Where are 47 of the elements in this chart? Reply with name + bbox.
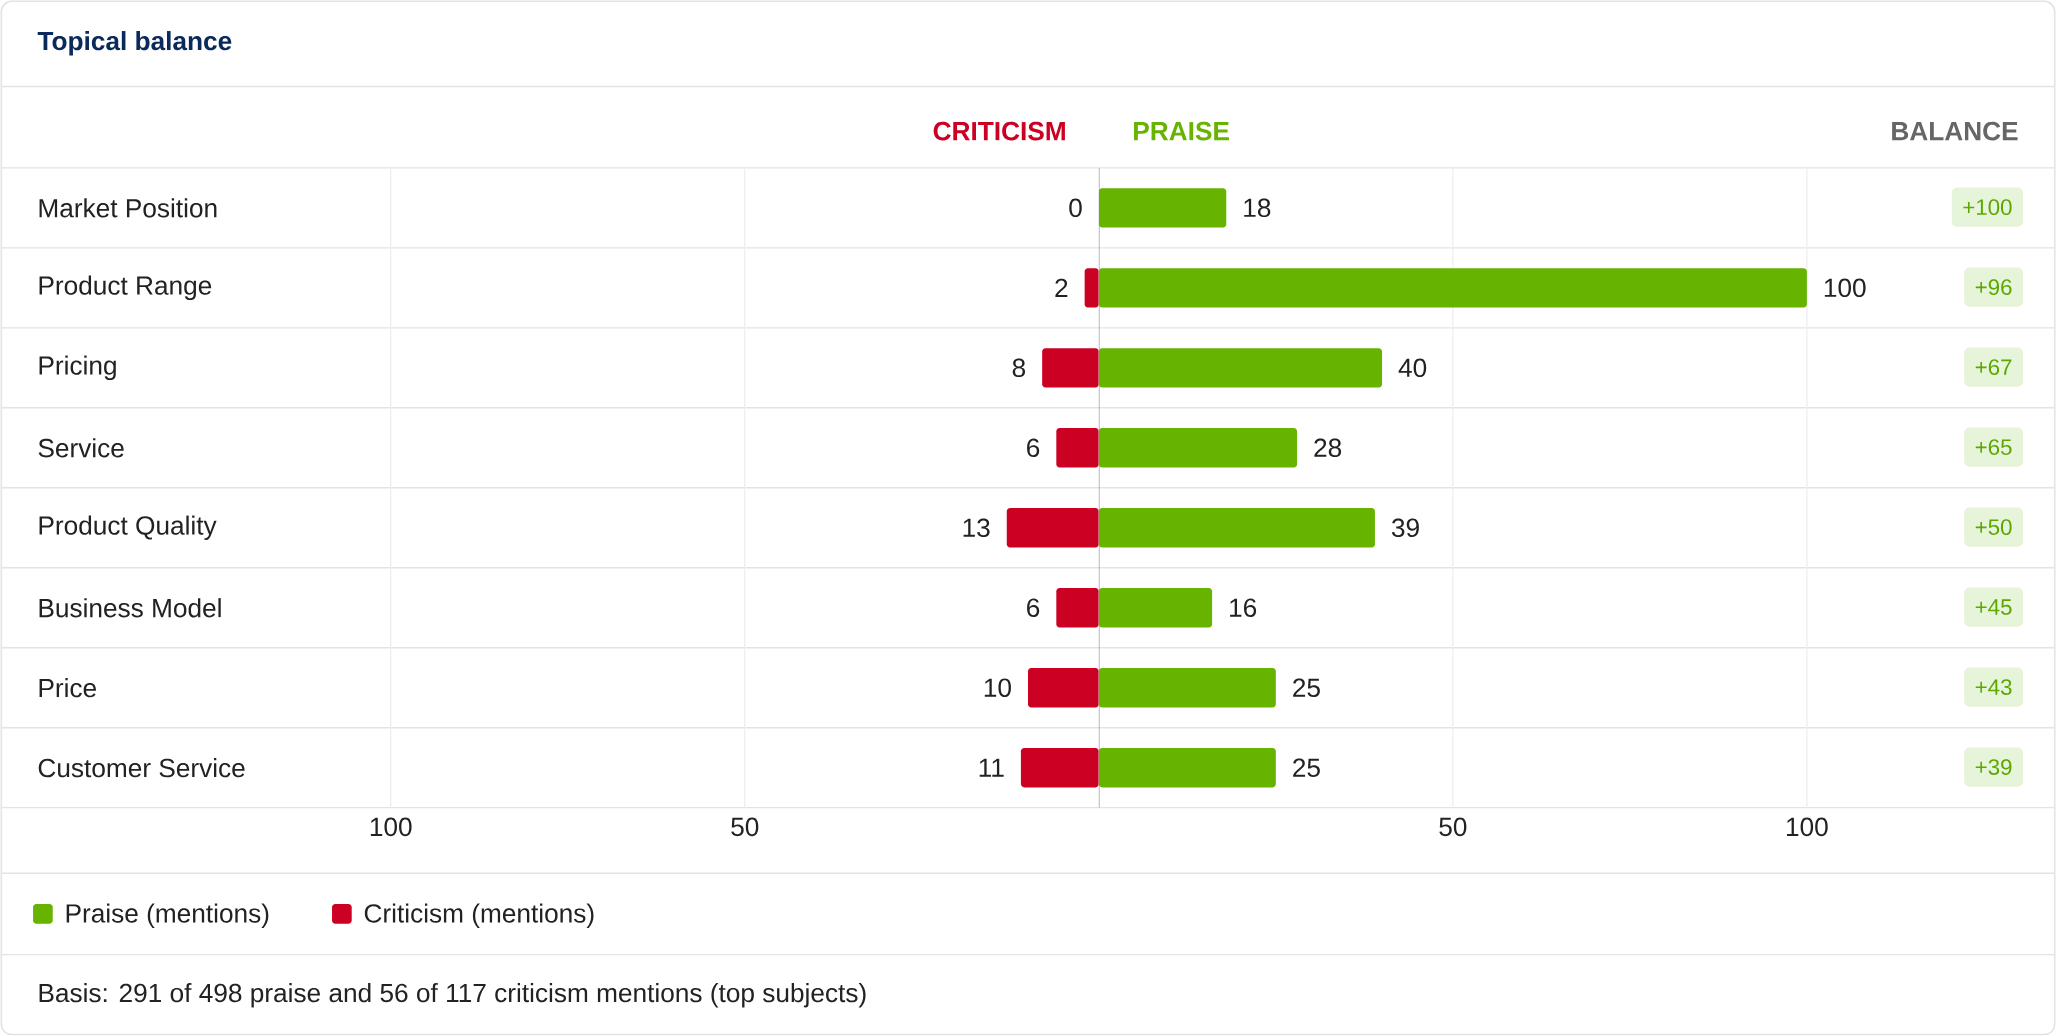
data-label: 2 — [1055, 278, 1068, 298]
chart-title: Topical balance — [37, 31, 232, 56]
bar — [1056, 428, 1099, 468]
x-tick-label: 100 — [1786, 817, 1828, 837]
data-label: 6 — [1027, 438, 1040, 458]
data-label: 25 — [1293, 758, 1320, 778]
annotation: +65 — [1975, 439, 2012, 456]
data-label: 16 — [1230, 598, 1257, 618]
data-label: 13 — [963, 518, 990, 538]
y-tick-label: Customer Service — [38, 758, 245, 778]
data-label: 0 — [1069, 198, 1082, 218]
bar — [1042, 348, 1099, 388]
annotation: +96 — [1975, 279, 2012, 296]
data-label: 40 — [1398, 358, 1427, 378]
x-tick-label: 100 — [370, 817, 412, 837]
x-tick-label: 50 — [1439, 817, 1467, 837]
data-label: 39 — [1391, 518, 1419, 538]
legend-label: Criticism (mentions) — [364, 903, 594, 928]
x-tick-label: 50 — [731, 817, 759, 837]
data-label: 100 — [1824, 278, 1866, 298]
data-label: 25 — [1293, 678, 1320, 698]
annotation: +39 — [1975, 759, 2012, 776]
bar — [1084, 268, 1099, 308]
annotation: +67 — [1975, 359, 2012, 376]
text: BALANCE — [1892, 121, 2018, 141]
y-tick-label: Business Model — [39, 598, 221, 618]
annotation: +45 — [1975, 599, 2012, 615]
y-tick-label: Market Position — [39, 198, 217, 218]
data-label: 28 — [1314, 438, 1342, 458]
y-tick-label: Pricing — [39, 355, 116, 381]
y-tick-label: Service — [38, 438, 124, 458]
data-label: 18 — [1244, 198, 1271, 218]
data-label: 6 — [1027, 598, 1040, 618]
data-label: 10 — [984, 678, 1011, 698]
y-tick-label: Product Quality — [39, 515, 217, 541]
text: Basis: 291 of 498 praise and 56 of 117 criticism mentions (top subjects) — [39, 983, 866, 1008]
data-label: 11 — [979, 758, 1004, 777]
annotation: +43 — [1975, 679, 2012, 696]
text: CRITICISM — [933, 121, 1065, 141]
y-tick-label: Product Range — [39, 275, 212, 301]
bar — [1098, 188, 1227, 228]
legend-label: Praise (mentions) — [66, 903, 269, 928]
annotation: +100 — [1963, 199, 2012, 216]
data-label: 8 — [1012, 358, 1026, 378]
text: PRAISE — [1134, 121, 1229, 141]
annotation: +50 — [1975, 519, 2012, 536]
y-tick-label: Price — [39, 678, 96, 698]
